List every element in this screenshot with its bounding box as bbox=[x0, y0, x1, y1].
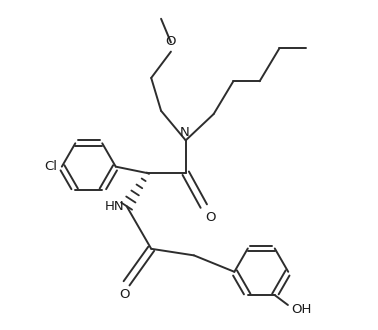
Text: O: O bbox=[205, 211, 216, 224]
Text: OH: OH bbox=[291, 303, 311, 316]
Text: N: N bbox=[180, 126, 190, 139]
Text: Cl: Cl bbox=[44, 160, 57, 173]
Text: O: O bbox=[120, 288, 130, 301]
Text: HN: HN bbox=[104, 200, 124, 213]
Text: O: O bbox=[166, 35, 176, 48]
